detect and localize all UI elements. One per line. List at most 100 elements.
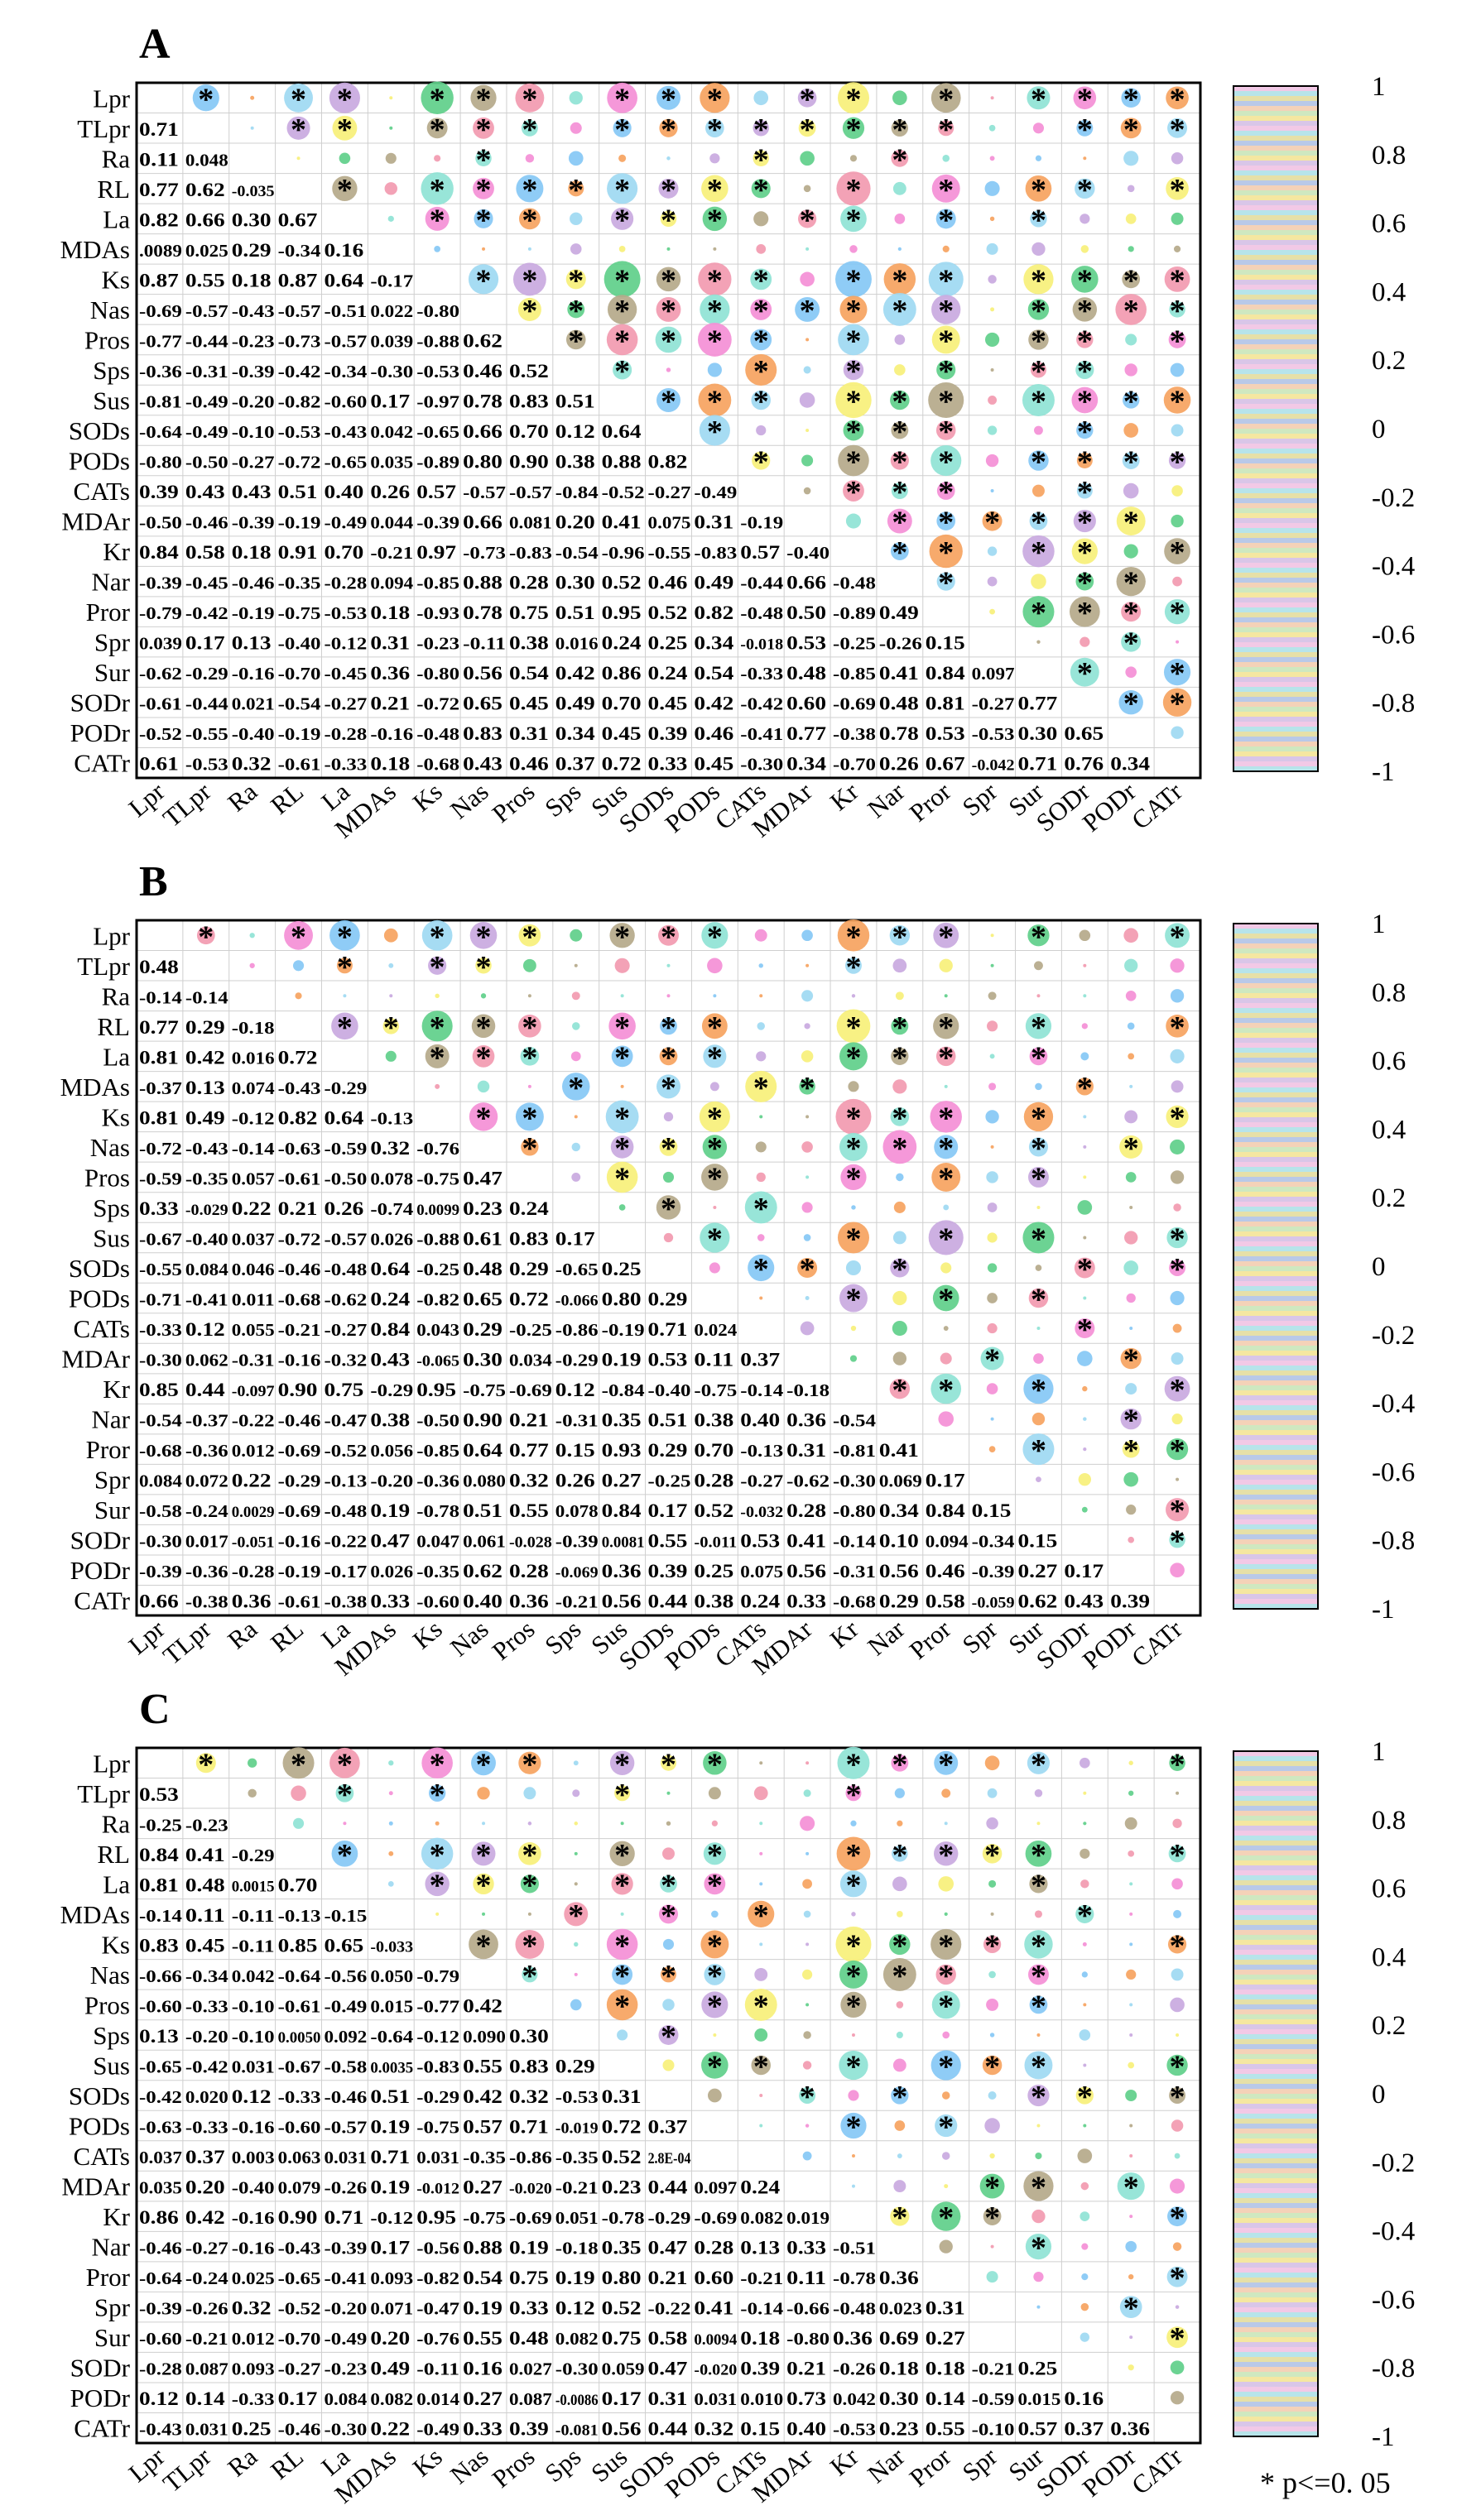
correlation-value: -0.31 [232,1351,275,1370]
colorbar-stripe [1233,1771,1318,1776]
significance-asterisk: * [1077,445,1093,480]
significance-asterisk: * [845,950,861,985]
significance-asterisk: * [198,82,214,117]
correlation-value: -0.73 [278,331,321,351]
correlation-circle [800,271,815,287]
correlation-circle [890,2206,910,2226]
colorbar-stripe [1233,1584,1318,1589]
correlation-value: 0.17 [370,2238,410,2258]
correlation-value: 0.54 [694,663,733,684]
correlation-circle [707,958,723,974]
correlation-value: 0.36 [232,1591,272,1612]
colorbar-stripe [1233,1033,1318,1038]
correlation-circle [701,2052,728,2079]
correlation-value: -0.84 [555,482,599,502]
colorbar-stripe [1233,1326,1318,1331]
colorbar-stripe [1233,166,1318,170]
correlation-value: 0.042 [370,422,413,442]
correlation-value: 0.60 [694,2268,733,2288]
correlation-circle [940,1262,952,1274]
correlation-circle [421,172,454,205]
correlation-value: 0.55 [648,1531,688,1552]
correlation-circle [475,150,492,167]
correlation-circle [655,326,682,353]
significance-asterisk: * [430,1010,445,1045]
correlation-value: -0.63 [139,2118,182,2138]
correlation-circle [1129,2335,1133,2340]
correlation-circle [527,1912,531,1916]
colorbar-stripe [1233,2009,1318,2014]
correlation-value: -0.85 [416,574,459,593]
correlation-circle [428,956,447,975]
correlation-value: 0.58 [648,2328,688,2349]
correlation-circle [839,2050,868,2081]
correlation-circle [1035,1082,1042,1091]
colorbar-stripe [1233,1043,1318,1048]
colorbar-stripe [1233,1440,1318,1445]
correlation-circle [1025,2233,1052,2260]
correlation-circle [1122,452,1140,469]
correlation-value: 0.33 [370,1591,410,1612]
correlation-value: -0.49 [694,482,737,502]
significance-asterisk: * [476,203,492,238]
correlation-value: 0.17 [185,633,225,654]
correlation-circle [987,546,998,556]
correlation-value: 0.084 [324,2389,367,2409]
correlation-value: -0.57 [324,2118,367,2138]
correlation-circle [845,1785,862,1802]
row-label: Nar [92,1405,131,1434]
correlation-value: -0.44 [740,574,783,593]
correlation-value: -0.39 [972,1562,1015,1582]
correlation-value: -0.88 [416,331,459,351]
correlation-value: 0.13 [232,633,272,654]
correlation-value: 0.28 [509,573,549,593]
correlation-value: 0.29 [509,1259,549,1279]
correlation-value: 0.75 [509,602,549,623]
correlation-value: 0.28 [694,2238,733,2258]
correlation-circle [931,2201,961,2231]
correlation-circle [1129,1912,1133,1916]
colorbar-stripe [1233,642,1318,647]
colorbar-tick: 0 [1372,415,1386,444]
correlation-circle [1071,538,1098,564]
correlation-value: -0.53 [278,422,321,442]
correlation-circle [930,1101,962,1133]
correlation-circle [934,1750,959,1775]
correlation-value: 0.51 [555,602,595,623]
correlation-circle [515,83,545,113]
row-label: MDAs [60,1900,130,1929]
correlation-value: -0.019 [555,2120,599,2138]
colorbar-stripe [1233,1980,1318,1985]
column-label: Ks [407,1615,448,1655]
colorbar-stripe [1233,290,1318,295]
correlation-circle [851,2184,855,2188]
correlation-circle [562,1073,590,1101]
correlation-value: -0.26 [833,2359,876,2379]
row-label: Kr [103,1375,130,1404]
correlation-value: -0.42 [139,2087,182,2107]
colorbar: 10.80.60.40.20-0.2-0.4-0.6-0.8-1 [1233,910,1415,1625]
correlation-circle [1170,2178,1185,2194]
correlation-circle [795,296,820,322]
significance-asterisk: * [938,1101,954,1135]
correlation-value: -0.11 [232,1936,275,1956]
correlation-value: -0.65 [139,2057,182,2076]
significance-asterisk: * [661,1192,676,1226]
column-label: Pror [904,776,957,828]
significance-asterisk: * [938,1131,954,1166]
correlation-value: -0.69 [139,301,182,321]
correlation-value: -0.62 [786,1471,829,1491]
colorbar-stripe [1233,2114,1318,2119]
significance-asterisk: * [661,263,676,298]
significance-asterisk: * [1031,1989,1046,2023]
correlation-circle [1166,1015,1189,1038]
correlation-value: 0.0035 [370,2059,413,2076]
row-label: PODr [70,718,131,747]
correlation-value: -0.39 [555,1532,599,1552]
correlation-value: 0.072 [185,1471,228,1491]
correlation-circle [658,924,679,946]
colorbar-stripe [1233,2134,1318,2138]
correlation-value: 0.57 [740,542,780,563]
correlation-value: 0.81 [139,1047,179,1068]
correlation-value: -0.45 [324,664,367,684]
